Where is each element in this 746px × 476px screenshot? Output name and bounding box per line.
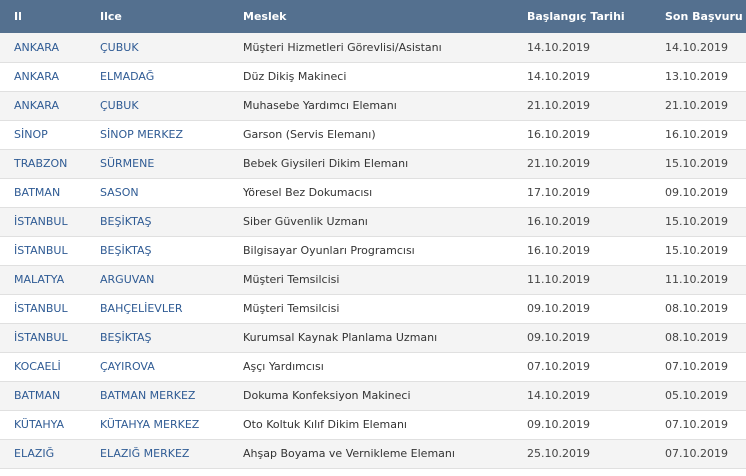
- cell-il: ANKARA: [0, 33, 86, 63]
- cell-il: KÜTAHYA: [0, 410, 86, 440]
- cell-son-basvuru: 13.10.2019: [651, 62, 746, 92]
- cell-meslek: Ahşap Boyama ve Vernikleme Elemanı: [229, 439, 513, 469]
- cell-meslek: Kurumsal Kaynak Planlama Uzmanı: [229, 323, 513, 353]
- cell-meslek: Müşteri Temsilcisi: [229, 294, 513, 324]
- table-row[interactable]: İSTANBUL BEŞİKTAŞ Kurumsal Kaynak Planlama…: [0, 323, 746, 353]
- table-row[interactable]: İSTANBUL BAHÇELİEVLER Müşteri Temsilcisi 09…: [0, 294, 746, 324]
- cell-baslangic-tarihi: 11.10.2019: [513, 265, 651, 295]
- cell-ilce: ÇUBUK: [86, 33, 229, 63]
- table-row[interactable]: İSTANBUL BEŞİKTAŞ Bilgisayar Oyunları Prog…: [0, 236, 746, 266]
- cell-meslek: Müşteri Hizmetleri Görevlisi/Asistanı: [229, 33, 513, 63]
- cell-ilce: ÇAYIROVA: [86, 352, 229, 382]
- cell-ilce: BEŞİKTAŞ: [86, 207, 229, 237]
- table-row[interactable]: KÜTAHYA KÜTAHYA MERKEZ Oto Koltuk Kılıf Di…: [0, 410, 746, 440]
- cell-il: ANKARA: [0, 62, 86, 92]
- cell-ilce: BEŞİKTAŞ: [86, 323, 229, 353]
- table-row[interactable]: İSTANBUL BEŞİKTAŞ Siber Güvenlik Uzmanı 16.…: [0, 207, 746, 237]
- table-body: ANKARA ÇUBUK Müşteri Hizmetleri Görevlisi/…: [0, 33, 746, 469]
- cell-ilce: SÜRMENE: [86, 149, 229, 179]
- cell-baslangic-tarihi: 17.10.2019: [513, 178, 651, 208]
- cell-baslangic-tarihi: 07.10.2019: [513, 352, 651, 382]
- column-header-meslek[interactable]: Meslek: [243, 10, 287, 23]
- cell-meslek: Garson (Servis Elemanı): [229, 120, 513, 150]
- header-row: Il Ilce Meslek Başlangıç Tarihi Son Başv…: [0, 0, 746, 33]
- column-header-il[interactable]: Il: [14, 10, 22, 23]
- cell-ilce: BEŞİKTAŞ: [86, 236, 229, 266]
- cell-il: SİNOP: [0, 120, 86, 150]
- cell-il: İSTANBUL: [0, 207, 86, 237]
- cell-meslek: Bebek Giysileri Dikim Elemanı: [229, 149, 513, 179]
- cell-il: ANKARA: [0, 91, 86, 121]
- cell-meslek: Müşteri Temsilcisi: [229, 265, 513, 295]
- cell-son-basvuru: 05.10.2019: [651, 381, 746, 411]
- column-header-ilce[interactable]: Ilce: [100, 10, 122, 23]
- column-header-baslangic-tarihi[interactable]: Başlangıç Tarihi: [527, 10, 625, 23]
- cell-son-basvuru: 15.10.2019: [651, 236, 746, 266]
- table-row[interactable]: SİNOP SİNOP MERKEZ Garson (Servis Elemanı)…: [0, 120, 746, 150]
- cell-ilce: ELMADAĞ: [86, 62, 229, 92]
- cell-son-basvuru: 07.10.2019: [651, 439, 746, 469]
- cell-meslek: Oto Koltuk Kılıf Dikim Elemanı: [229, 410, 513, 440]
- cell-baslangic-tarihi: 16.10.2019: [513, 120, 651, 150]
- cell-baslangic-tarihi: 16.10.2019: [513, 236, 651, 266]
- cell-baslangic-tarihi: 09.10.2019: [513, 294, 651, 324]
- cell-meslek: Düz Dikiş Makineci: [229, 62, 513, 92]
- cell-meslek: Muhasebe Yardımcı Elemanı: [229, 91, 513, 121]
- table-row[interactable]: ELAZIĞ ELAZIĞ MERKEZ Ahşap Boyama ve Verni…: [0, 439, 746, 469]
- cell-son-basvuru: 09.10.2019: [651, 178, 746, 208]
- cell-son-basvuru: 15.10.2019: [651, 149, 746, 179]
- table-row[interactable]: ANKARA ÇUBUK Muhasebe Yardımcı Elemanı 21.1…: [0, 91, 746, 121]
- cell-son-basvuru: 14.10.2019: [651, 33, 746, 63]
- cell-meslek: Yöresel Bez Dokumacısı: [229, 178, 513, 208]
- cell-baslangic-tarihi: 21.10.2019: [513, 149, 651, 179]
- cell-baslangic-tarihi: 09.10.2019: [513, 410, 651, 440]
- cell-il: İSTANBUL: [0, 323, 86, 353]
- cell-meslek: Bilgisayar Oyunları Programcısı: [229, 236, 513, 266]
- cell-son-basvuru: 07.10.2019: [651, 352, 746, 382]
- cell-son-basvuru: 21.10.2019: [651, 91, 746, 121]
- table-row[interactable]: MALATYA ARGUVAN Müşteri Temsilcisi 11.10.20…: [0, 265, 746, 295]
- column-header-son-basvuru[interactable]: Son Başvuru: [665, 10, 743, 23]
- cell-il: TRABZON: [0, 149, 86, 179]
- cell-son-basvuru: 11.10.2019: [651, 265, 746, 295]
- cell-baslangic-tarihi: 14.10.2019: [513, 62, 651, 92]
- cell-son-basvuru: 16.10.2019: [651, 120, 746, 150]
- cell-il: ELAZIĞ: [0, 439, 86, 469]
- cell-ilce: BAHÇELİEVLER: [86, 294, 229, 324]
- cell-il: İSTANBUL: [0, 236, 86, 266]
- cell-son-basvuru: 07.10.2019: [651, 410, 746, 440]
- cell-il: İSTANBUL: [0, 294, 86, 324]
- cell-il: BATMAN: [0, 178, 86, 208]
- cell-ilce: KÜTAHYA MERKEZ: [86, 410, 229, 440]
- table-row[interactable]: KOCAELİ ÇAYIROVA Aşçı Yardımcısı 07.10.2019…: [0, 352, 746, 382]
- cell-meslek: Siber Güvenlik Uzmanı: [229, 207, 513, 237]
- cell-meslek: Aşçı Yardımcısı: [229, 352, 513, 382]
- table-row[interactable]: TRABZON SÜRMENE Bebek Giysileri Dikim Elem…: [0, 149, 746, 179]
- table-header: Il Ilce Meslek Başlangıç Tarihi Son Başv…: [0, 0, 746, 33]
- cell-son-basvuru: 08.10.2019: [651, 294, 746, 324]
- cell-il: KOCAELİ: [0, 352, 86, 382]
- table-row[interactable]: BATMAN SASON Yöresel Bez Dokumacısı 17.10.2…: [0, 178, 746, 208]
- cell-meslek: Dokuma Konfeksiyon Makineci: [229, 381, 513, 411]
- cell-baslangic-tarihi: 14.10.2019: [513, 381, 651, 411]
- cell-baslangic-tarihi: 25.10.2019: [513, 439, 651, 469]
- table-row[interactable]: ANKARA ELMADAĞ Düz Dikiş Makineci 14.10.201…: [0, 62, 746, 92]
- cell-son-basvuru: 15.10.2019: [651, 207, 746, 237]
- cell-il: BATMAN: [0, 381, 86, 411]
- cell-ilce: SİNOP MERKEZ: [86, 120, 229, 150]
- cell-baslangic-tarihi: 14.10.2019: [513, 33, 651, 63]
- table-row[interactable]: ANKARA ÇUBUK Müşteri Hizmetleri Görevlisi/…: [0, 33, 746, 63]
- cell-son-basvuru: 08.10.2019: [651, 323, 746, 353]
- table-row[interactable]: BATMAN BATMAN MERKEZ Dokuma Konfeksiyon Ma…: [0, 381, 746, 411]
- cell-il: MALATYA: [0, 265, 86, 295]
- cell-ilce: ÇUBUK: [86, 91, 229, 121]
- cell-ilce: ARGUVAN: [86, 265, 229, 295]
- cell-baslangic-tarihi: 09.10.2019: [513, 323, 651, 353]
- cell-ilce: BATMAN MERKEZ: [86, 381, 229, 411]
- cell-ilce: ELAZIĞ MERKEZ: [86, 439, 229, 469]
- cell-ilce: SASON: [86, 178, 229, 208]
- cell-baslangic-tarihi: 21.10.2019: [513, 91, 651, 121]
- cell-baslangic-tarihi: 16.10.2019: [513, 207, 651, 237]
